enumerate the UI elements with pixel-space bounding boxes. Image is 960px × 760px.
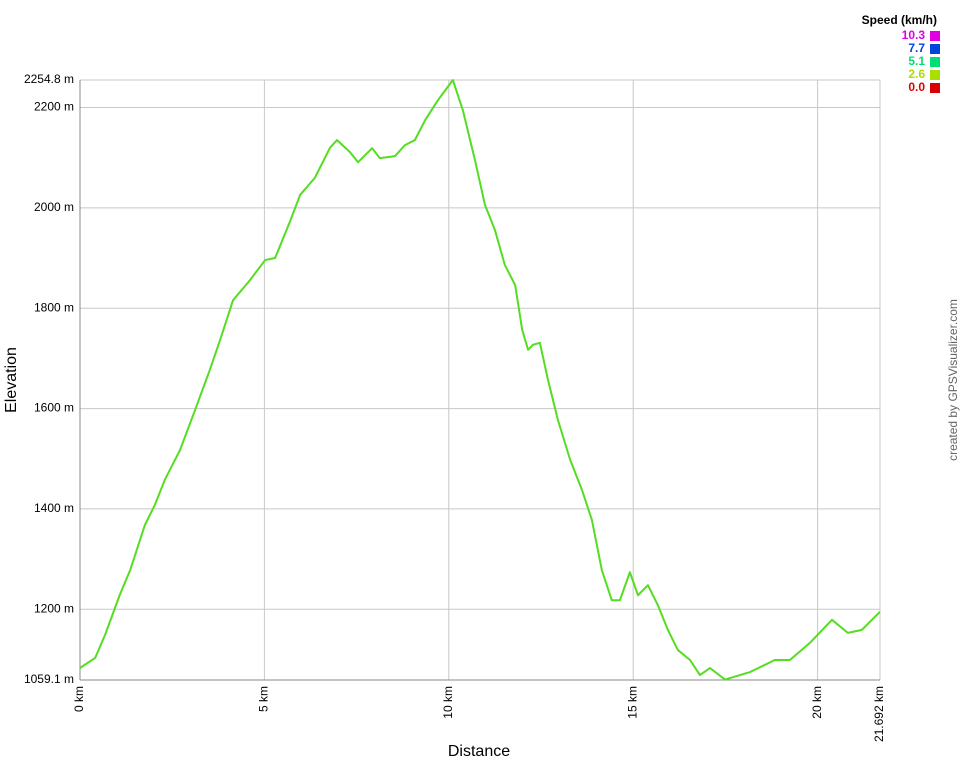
y-tick-label: 2000 m (34, 200, 74, 214)
legend-title: Speed (km/h) (862, 13, 937, 27)
elevation-line (79, 79, 881, 681)
legend-label: 7.7 (908, 41, 925, 55)
legend-label: 0.0 (908, 80, 925, 94)
x-tick-label: 10 km (441, 686, 455, 719)
legend-swatch (930, 70, 940, 80)
legend-swatch (930, 83, 940, 93)
x-tick-label: 0 km (72, 686, 86, 712)
legend-swatch (930, 57, 940, 67)
x-tick-label: 15 km (625, 686, 639, 719)
y-tick-label: 1059.1 m (24, 672, 74, 686)
y-tick-label: 1800 m (34, 300, 74, 314)
credit: created by GPSVisualizer.com (946, 299, 960, 461)
y-tick-label: 2254.8 m (24, 72, 74, 86)
legend-label: 2.6 (908, 67, 925, 81)
y-tick-label: 1400 m (34, 501, 74, 515)
x-axis-label: Distance (448, 743, 510, 760)
x-tick-label: 20 km (810, 686, 824, 719)
y-axis-label: Elevation (3, 347, 20, 413)
legend-swatch (930, 44, 940, 54)
y-tick-label: 1200 m (34, 601, 74, 615)
legend-swatch (930, 31, 940, 41)
legend-label: 10.3 (902, 28, 926, 42)
y-tick-label: 2200 m (34, 100, 74, 114)
x-tick-label: 21.692 km (872, 686, 886, 742)
y-tick-label: 1600 m (34, 401, 74, 415)
x-tick-label: 5 km (257, 686, 271, 712)
legend-label: 5.1 (908, 54, 925, 68)
